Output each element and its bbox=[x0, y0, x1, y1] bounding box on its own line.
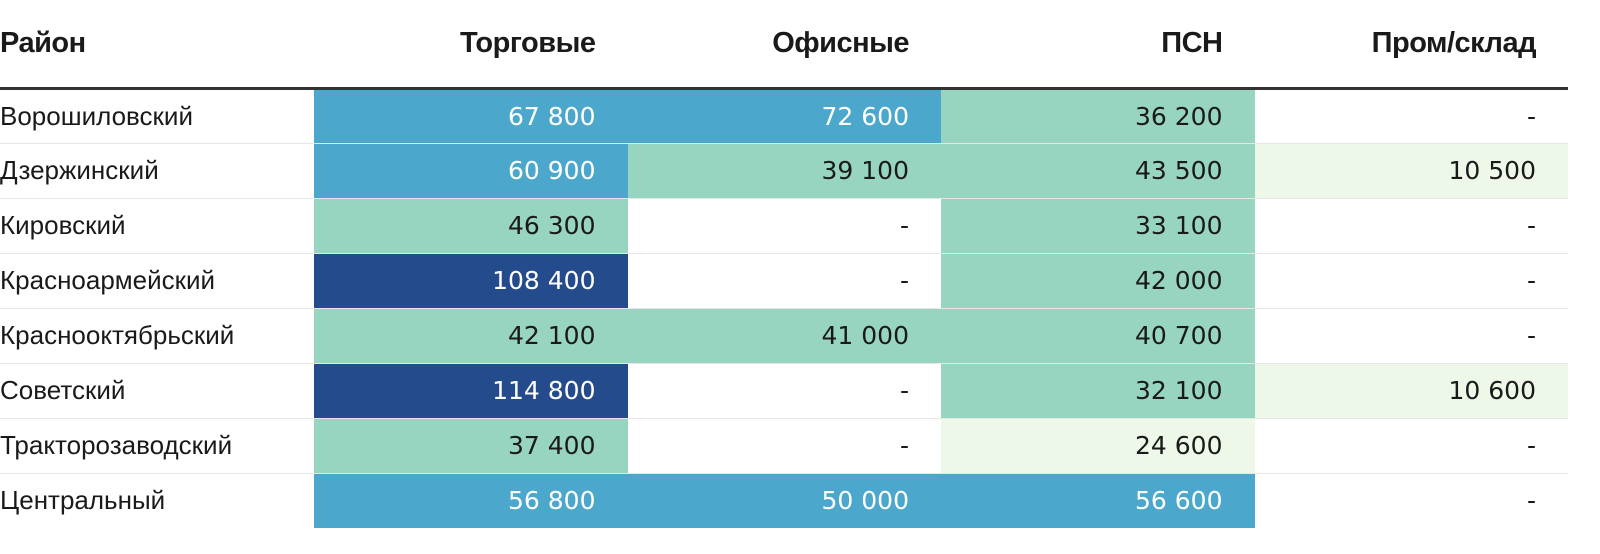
table-row: Кировский 46 300-33 100- bbox=[0, 198, 1568, 254]
value-cell-psn: 56 600 bbox=[941, 473, 1255, 528]
value-cell-office: 50 000 bbox=[627, 473, 941, 528]
table-row: Советский 114 800-32 100 10 600 bbox=[0, 363, 1568, 419]
table-row: Ворошиловский 67 800 72 600 36 200- bbox=[0, 88, 1568, 144]
column-header-office: Офисные bbox=[627, 0, 941, 90]
value-cell-industrial: - bbox=[1254, 418, 1568, 474]
value-cell-office: - bbox=[627, 198, 941, 254]
value-cell-office: 39 100 bbox=[627, 143, 941, 199]
value-cell-industrial: - bbox=[1254, 253, 1568, 309]
value-cell-industrial: - bbox=[1254, 308, 1568, 364]
district-label: Тракторозаводский bbox=[0, 418, 314, 474]
value-cell-retail: 67 800 bbox=[314, 88, 628, 144]
heatmap-table: Район Торговые Офисные ПСН Пром/склад Во… bbox=[0, 0, 1568, 528]
value-cell-industrial: - bbox=[1254, 198, 1568, 254]
value-cell-retail: 60 900 bbox=[314, 143, 628, 199]
value-cell-retail: 42 100 bbox=[314, 308, 628, 364]
table-row: Краснооктябрьский 42 100 41 000 40 700- bbox=[0, 308, 1568, 364]
value-cell-retail: 108 400 bbox=[314, 253, 628, 309]
table-row: Тракторозаводский 37 400-24 600- bbox=[0, 418, 1568, 474]
value-cell-psn: 33 100 bbox=[941, 198, 1255, 254]
table-body: Ворошиловский 67 800 72 600 36 200- Дзержинс… bbox=[0, 88, 1568, 528]
column-header-district: Район bbox=[0, 0, 314, 90]
value-cell-retail: 37 400 bbox=[314, 418, 628, 474]
value-cell-office: 72 600 bbox=[627, 88, 941, 144]
value-cell-psn: 24 600 bbox=[941, 418, 1255, 474]
column-header-psn: ПСН bbox=[941, 0, 1255, 90]
column-header-industrial: Пром/склад bbox=[1254, 0, 1568, 90]
value-cell-industrial: - bbox=[1254, 473, 1568, 528]
district-label: Центральный bbox=[0, 485, 166, 516]
value-cell-psn: 36 200 bbox=[941, 88, 1255, 144]
district-label: Красноармейский bbox=[0, 253, 314, 309]
value-cell-psn: 42 000 bbox=[941, 253, 1255, 309]
value-cell-industrial: - bbox=[1254, 88, 1568, 144]
district-label: Кировский bbox=[0, 198, 314, 254]
table-row: Красноармейский 108 400-42 000- bbox=[0, 253, 1568, 309]
header-row: Район Торговые Офисные ПСН Пром/склад bbox=[0, 0, 1568, 90]
value-cell-office: 41 000 bbox=[627, 308, 941, 364]
value-cell-retail: 56 800 bbox=[314, 473, 628, 528]
value-cell-psn: 40 700 bbox=[941, 308, 1255, 364]
column-header-retail: Торговые bbox=[314, 0, 628, 90]
table-row: Дзержинский 60 900 39 100 43 500 10 500 bbox=[0, 143, 1568, 199]
value-cell-psn: 43 500 bbox=[941, 143, 1255, 199]
value-cell-office: - bbox=[627, 363, 941, 419]
district-label: Советский bbox=[0, 363, 314, 419]
value-cell-industrial: 10 600 bbox=[1254, 363, 1568, 419]
heatmap-table-container: Район Торговые Офисные ПСН Пром/склад Во… bbox=[0, 0, 1568, 528]
table-row: Центральный 56 800 50 000 56 600- bbox=[0, 473, 1568, 528]
value-cell-industrial: 10 500 bbox=[1254, 143, 1568, 199]
value-cell-retail: 46 300 bbox=[314, 198, 628, 254]
district-label: Краснооктябрьский bbox=[0, 308, 314, 364]
value-cell-office: - bbox=[627, 418, 941, 474]
district-label: Дзержинский bbox=[0, 143, 314, 199]
value-cell-office: - bbox=[627, 253, 941, 309]
value-cell-psn: 32 100 bbox=[941, 363, 1255, 419]
value-cell-retail: 114 800 bbox=[314, 363, 628, 419]
district-label: Ворошиловский bbox=[0, 88, 314, 144]
